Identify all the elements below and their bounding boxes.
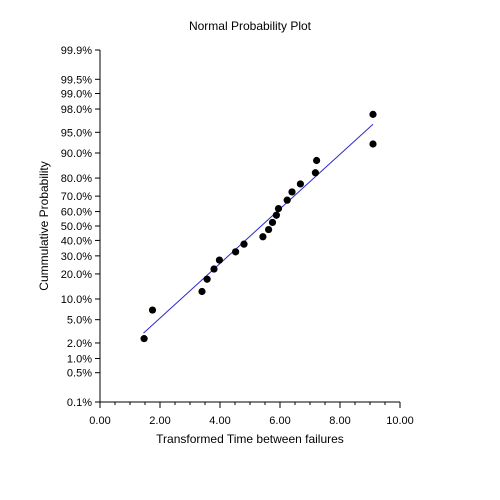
x-tick-label: 10.00 bbox=[386, 415, 414, 427]
data-point bbox=[140, 335, 148, 343]
data-point bbox=[215, 256, 223, 264]
data-point bbox=[240, 240, 248, 248]
y-tick-label: 30.0% bbox=[61, 251, 92, 263]
y-axis-label: Cummulative Probability bbox=[37, 161, 51, 290]
x-tick-label: 4.00 bbox=[209, 415, 230, 427]
x-tick-label: 8.00 bbox=[329, 415, 350, 427]
data-point bbox=[259, 233, 267, 241]
data-point bbox=[272, 211, 280, 219]
y-tick-label: 20.0% bbox=[61, 269, 92, 281]
x-tick-label: 6.00 bbox=[269, 415, 290, 427]
y-tick-label: 0.1% bbox=[67, 397, 92, 409]
data-point bbox=[369, 140, 377, 148]
data-point bbox=[198, 287, 206, 296]
data-point bbox=[210, 265, 218, 273]
x-tick-label: 2.00 bbox=[149, 415, 170, 427]
y-tick-label: 90.0% bbox=[61, 148, 92, 160]
data-point bbox=[311, 169, 319, 177]
data-point bbox=[265, 225, 273, 234]
y-tick-label: 70.0% bbox=[61, 191, 92, 203]
data-point bbox=[283, 196, 291, 204]
y-tick-label: 80.0% bbox=[61, 173, 92, 185]
data-points bbox=[140, 110, 377, 343]
y-tick-label: 40.0% bbox=[61, 235, 92, 247]
y-tick-label: 99.9% bbox=[61, 45, 92, 57]
data-point bbox=[369, 110, 377, 118]
y-tick-label: 60.0% bbox=[61, 207, 92, 219]
y-tick-label: 95.0% bbox=[61, 127, 92, 139]
data-point bbox=[274, 205, 283, 213]
fit-line bbox=[143, 123, 374, 334]
y-tick-label: 99.5% bbox=[61, 74, 92, 86]
x-axis-ticks: 0.00 2.00 4.00 6.00 8.00 10.00 bbox=[89, 402, 414, 427]
y-tick-label: 99.0% bbox=[61, 89, 92, 101]
y-tick-label: 5.0% bbox=[67, 315, 92, 327]
data-point bbox=[232, 248, 240, 256]
y-axis-ticks: 0.1% 0.5% 1.0% 2.0% 5.0% 10.0% 20.0% 30.0% 40.0%… bbox=[61, 45, 100, 409]
chart-title: Normal Probability Plot bbox=[189, 19, 312, 33]
data-point bbox=[148, 306, 157, 314]
y-tick-label: 50.0% bbox=[61, 221, 92, 233]
y-tick-label: 0.5% bbox=[67, 368, 92, 380]
y-tick-label: 98.0% bbox=[61, 104, 92, 116]
y-tick-label: 1.0% bbox=[67, 353, 92, 365]
data-point bbox=[313, 156, 321, 165]
data-point bbox=[203, 275, 211, 283]
y-tick-label: 10.0% bbox=[61, 294, 92, 306]
x-tick-label: 0.00 bbox=[89, 415, 110, 427]
data-point bbox=[288, 188, 296, 196]
x-axis-label: Transformed Time between failures bbox=[156, 432, 344, 446]
data-point bbox=[268, 218, 277, 227]
data-point bbox=[296, 180, 304, 188]
y-tick-label: 2.0% bbox=[67, 338, 92, 350]
